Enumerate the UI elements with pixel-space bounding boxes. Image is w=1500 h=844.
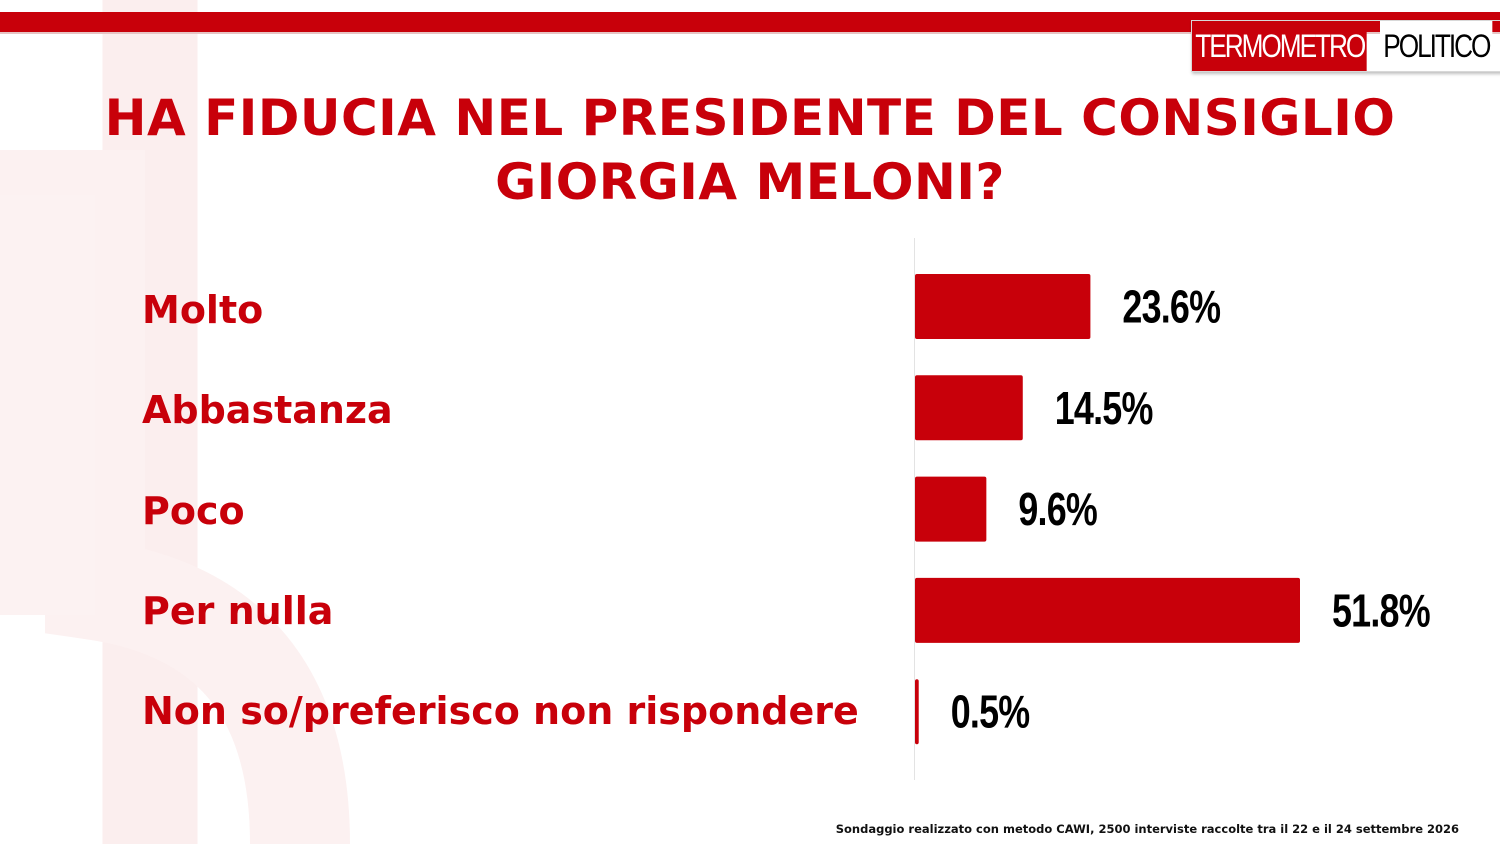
chart-title: HA FIDUCIA NEL PRESIDENTE DEL CONSIGLIO …: [0, 86, 1500, 214]
category-label-per-nulla: Per nulla: [142, 589, 334, 633]
bar-1: [915, 375, 1023, 441]
survey-footnote: Sondaggio realizzato con metodo CAWI, 25…: [835, 822, 1459, 836]
bar-value-label-4: 0.5%: [951, 686, 1030, 737]
category-label-abbastanza: Abbastanza: [142, 388, 393, 432]
bar-3: [915, 577, 1300, 643]
top-red-bar: [0, 12, 1500, 34]
logo-part-politico: POLITICO: [1380, 21, 1493, 71]
bar-value-label-0: 23.6%: [1122, 281, 1220, 332]
bar-value-label-1: 14.5%: [1055, 383, 1153, 434]
category-label-poco: Poco: [142, 489, 245, 533]
bar-value-label-2: 9.6%: [1018, 484, 1097, 535]
bar-4: [915, 679, 919, 745]
bar-0: [915, 274, 1091, 339]
logo-part-termometro: TERMOMETRO: [1192, 21, 1367, 71]
bar-value-label-3: 51.8%: [1332, 585, 1430, 636]
bar-2: [915, 476, 987, 542]
category-label-non-so: Non so/preferisco non rispondere: [142, 689, 859, 733]
chart-title-line-2: GIORGIA MELONI?: [495, 153, 1005, 211]
chart-title-line-1: HA FIDUCIA NEL PRESIDENTE DEL CONSIGLIO: [104, 89, 1396, 147]
category-label-molto: Molto: [142, 288, 264, 332]
termometro-politico-logo: TERMOMETRO POLITICO: [1191, 20, 1500, 72]
